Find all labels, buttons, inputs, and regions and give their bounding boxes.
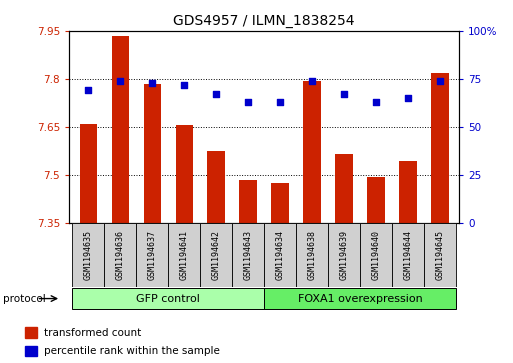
- Bar: [336, 154, 353, 223]
- Point: [436, 78, 444, 84]
- Text: GSM1194640: GSM1194640: [371, 230, 381, 280]
- Bar: [392, 223, 424, 287]
- Point: [244, 99, 252, 105]
- Bar: [25, 327, 37, 338]
- Bar: [328, 223, 360, 287]
- Text: GSM1194644: GSM1194644: [404, 230, 412, 280]
- Text: GSM1194634: GSM1194634: [275, 230, 285, 280]
- Point: [276, 99, 284, 105]
- Title: GDS4957 / ILMN_1838254: GDS4957 / ILMN_1838254: [173, 15, 355, 28]
- Point: [148, 80, 156, 86]
- Bar: [200, 223, 232, 287]
- Bar: [80, 124, 97, 223]
- Point: [340, 91, 348, 97]
- Text: GFP control: GFP control: [136, 294, 200, 303]
- Text: transformed count: transformed count: [44, 327, 142, 338]
- Bar: [25, 346, 37, 356]
- Point: [372, 99, 380, 105]
- Bar: [271, 183, 289, 223]
- Bar: [296, 223, 328, 287]
- Point: [116, 78, 125, 84]
- Bar: [367, 177, 385, 223]
- Text: GSM1194641: GSM1194641: [180, 230, 189, 280]
- Text: GSM1194637: GSM1194637: [148, 230, 157, 280]
- Point: [84, 87, 92, 93]
- Bar: [175, 126, 193, 223]
- Bar: [264, 288, 456, 309]
- Point: [308, 78, 316, 84]
- Bar: [431, 73, 449, 223]
- Bar: [399, 161, 417, 223]
- Bar: [264, 223, 296, 287]
- Text: GSM1194636: GSM1194636: [116, 230, 125, 280]
- Point: [212, 91, 221, 97]
- Bar: [105, 223, 136, 287]
- Bar: [72, 223, 105, 287]
- Text: protocol: protocol: [3, 294, 45, 303]
- Bar: [72, 288, 264, 309]
- Bar: [144, 84, 161, 223]
- Point: [404, 95, 412, 101]
- Bar: [303, 81, 321, 223]
- Text: GSM1194642: GSM1194642: [212, 230, 221, 280]
- Bar: [232, 223, 264, 287]
- Bar: [112, 36, 129, 223]
- Bar: [424, 223, 456, 287]
- Text: GSM1194638: GSM1194638: [308, 230, 317, 280]
- Bar: [360, 223, 392, 287]
- Text: GSM1194645: GSM1194645: [436, 230, 444, 280]
- Point: [180, 82, 188, 87]
- Bar: [207, 151, 225, 223]
- Bar: [240, 180, 257, 223]
- Text: percentile rank within the sample: percentile rank within the sample: [44, 346, 220, 356]
- Text: GSM1194639: GSM1194639: [340, 230, 349, 280]
- Bar: [168, 223, 200, 287]
- Bar: [136, 223, 168, 287]
- Text: GSM1194635: GSM1194635: [84, 230, 93, 280]
- Text: FOXA1 overexpression: FOXA1 overexpression: [298, 294, 422, 303]
- Text: GSM1194643: GSM1194643: [244, 230, 253, 280]
